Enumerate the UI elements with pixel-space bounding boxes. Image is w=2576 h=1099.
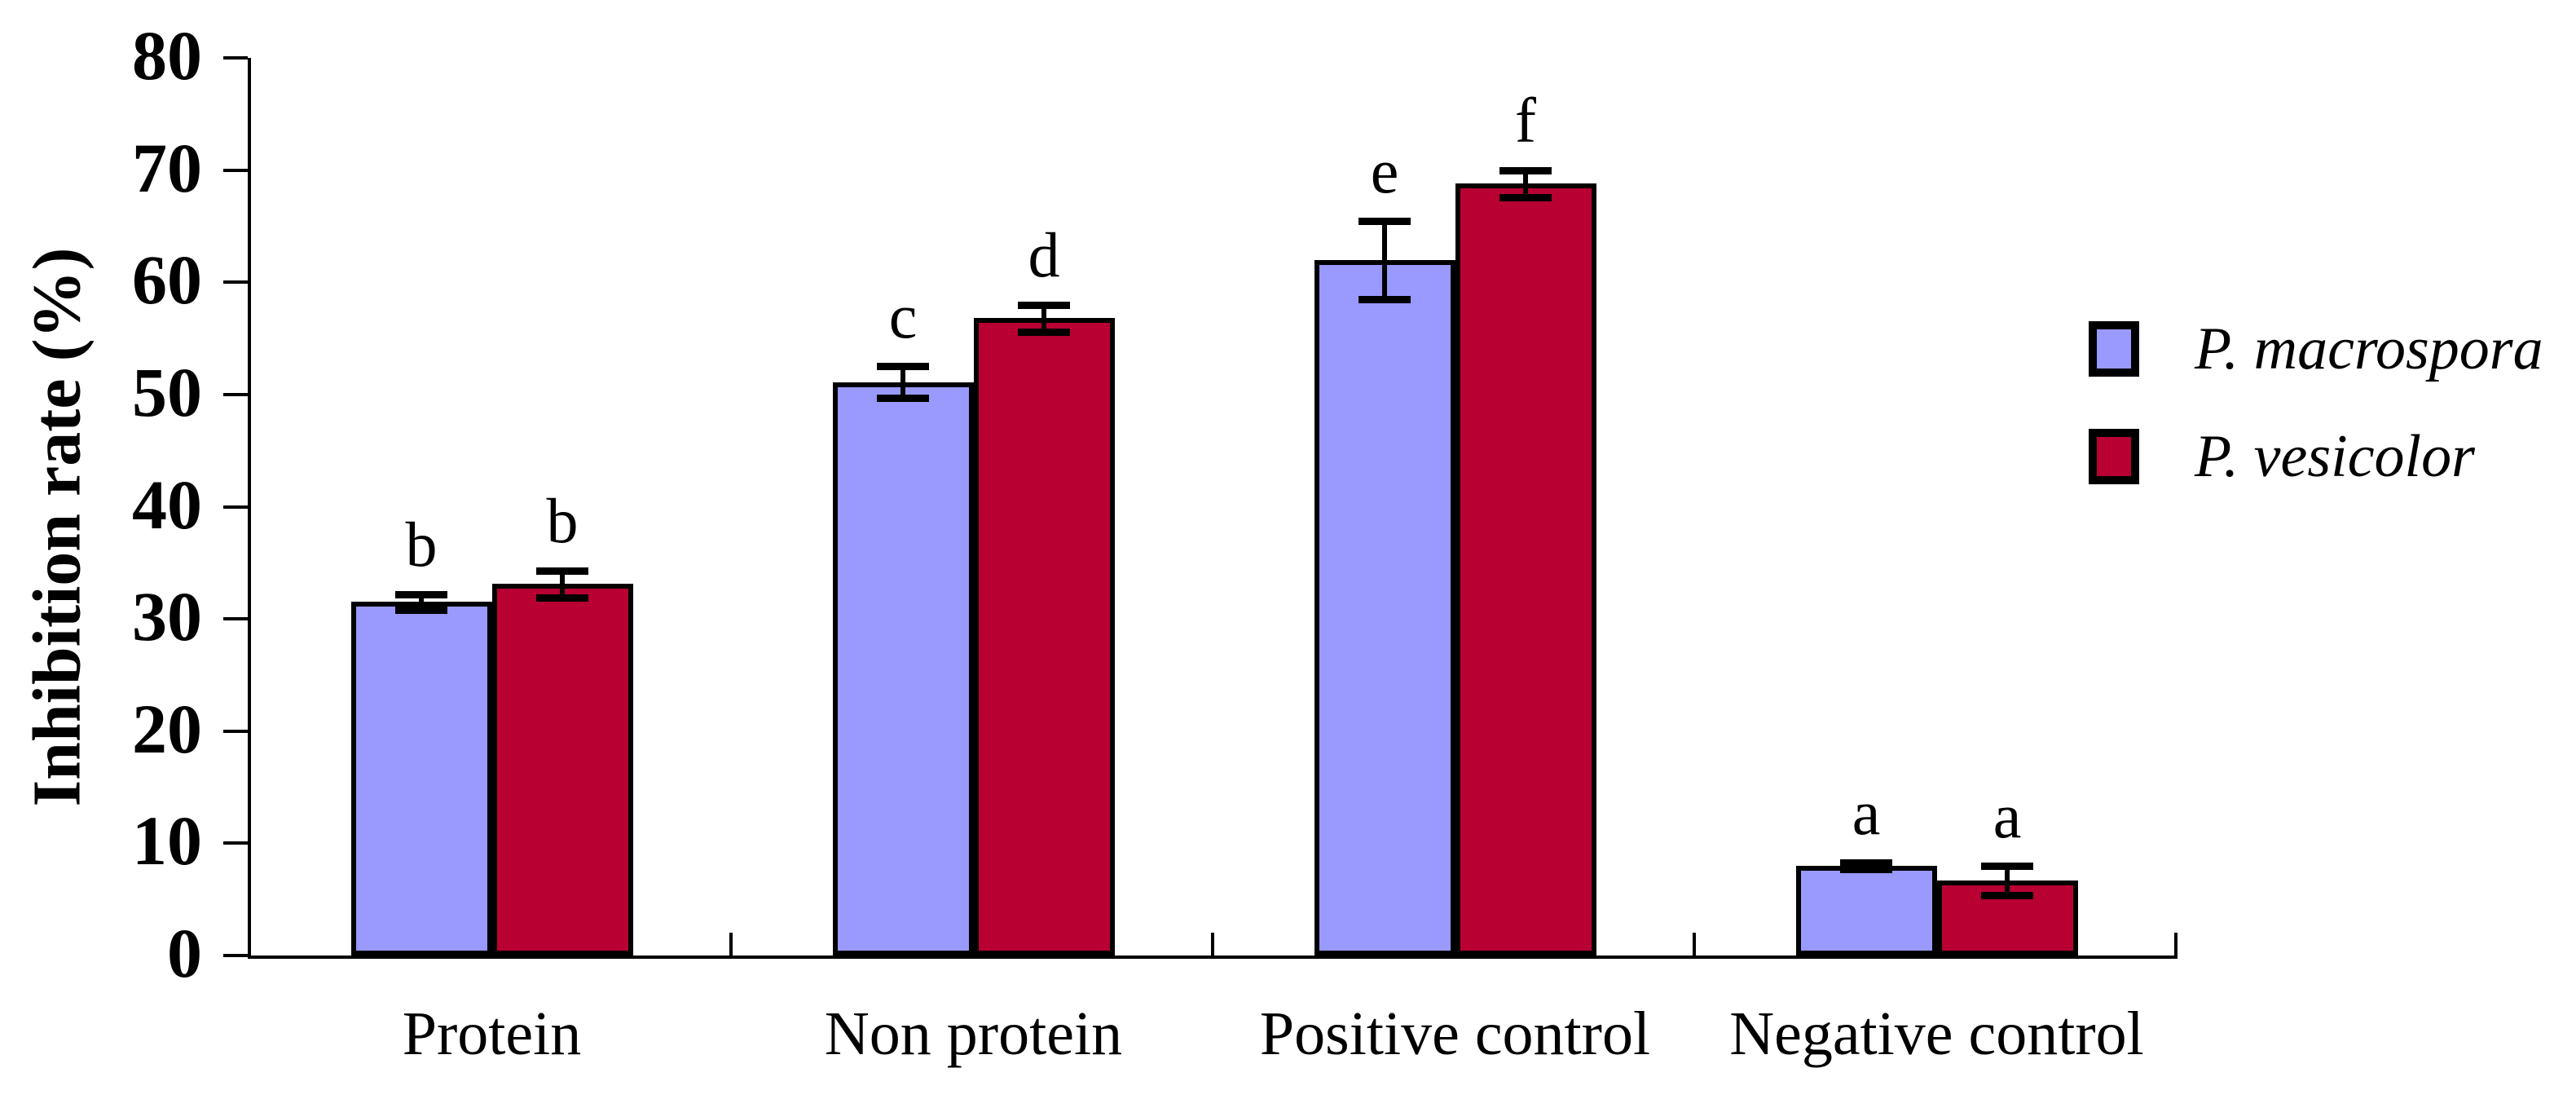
category-label: Positive control: [1259, 1000, 1651, 1068]
significance-letter: d: [1028, 218, 1060, 290]
error-bar-cap-top: [877, 363, 929, 371]
category-label: Protein: [402, 1000, 582, 1068]
y-tick-label: 0: [167, 914, 202, 992]
error-bar-stem: [560, 570, 565, 598]
legend-label-vesicolor: P. vesicolor: [2195, 423, 2475, 490]
error-bar-cap-top: [536, 567, 588, 575]
y-axis-tick: [223, 280, 248, 285]
significance-letter: b: [546, 484, 579, 556]
error-bar-cap-top: [1981, 862, 2033, 870]
bar-macrospora: [1795, 865, 1937, 956]
error-bar-cap-bottom: [536, 594, 588, 602]
significance-letter: e: [1370, 135, 1399, 206]
significance-letter: a: [1993, 779, 2022, 851]
bar-vesicolor: [491, 584, 633, 956]
y-axis-tick: [223, 954, 248, 957]
y-axis-tick: [223, 56, 248, 60]
legend-item-macrospora: P. macrospora: [2089, 300, 2543, 398]
x-axis-tick: [729, 933, 733, 956]
x-axis-line: [248, 956, 2177, 959]
x-axis-tick: [2174, 933, 2177, 956]
y-tick-label: 30: [132, 577, 202, 656]
bar-macrospora: [832, 382, 974, 956]
bar-macrospora: [1314, 259, 1455, 956]
x-axis-tick: [1211, 933, 1214, 956]
x-axis-tick: [1693, 933, 1696, 956]
y-axis-line: [248, 58, 251, 959]
significance-letter: a: [1852, 776, 1881, 848]
y-axis-tick: [223, 392, 248, 396]
y-tick-label: 40: [132, 465, 202, 544]
y-axis-tick: [223, 168, 248, 172]
bar-vesicolor: [1455, 183, 1596, 956]
error-bar-stem: [1523, 170, 1528, 197]
error-bar-cap-bottom: [1840, 866, 1892, 874]
error-bar-stem: [419, 594, 424, 611]
legend-label-macrospora: P. macrospora: [2195, 316, 2543, 382]
error-bar-cap-bottom: [1018, 328, 1070, 336]
error-bar-stem: [1382, 220, 1387, 299]
significance-letter: f: [1515, 84, 1536, 156]
error-bar-cap-bottom: [1499, 193, 1552, 201]
legend-swatch-macrospora: [2089, 321, 2139, 377]
significance-letter: b: [405, 508, 438, 580]
error-bar-cap-bottom: [395, 607, 447, 615]
error-bar-cap-top: [1018, 301, 1070, 309]
error-bar-cap-bottom: [1358, 295, 1411, 303]
y-tick-label: 10: [132, 801, 202, 881]
y-tick-label: 60: [132, 241, 202, 320]
error-bar-stem: [1041, 304, 1046, 332]
legend-item-vesicolor: P. vesicolor: [2089, 408, 2475, 505]
bar-macrospora: [350, 602, 492, 956]
y-tick-label: 50: [132, 352, 202, 431]
legend-swatch-vesicolor: [2089, 429, 2139, 484]
error-bar-cap-top: [1840, 858, 1892, 867]
y-axis-tick: [223, 729, 248, 733]
significance-letter: c: [888, 280, 918, 352]
y-tick-label: 70: [132, 128, 202, 207]
error-bar-cap-top: [1499, 166, 1552, 174]
error-bar-stem: [2005, 865, 2010, 895]
error-bar-cap-top: [395, 590, 447, 598]
error-bar-cap-bottom: [1981, 891, 2033, 899]
error-bar-cap-top: [1358, 217, 1411, 225]
y-axis-tick: [223, 841, 248, 845]
y-axis-tick: [223, 505, 248, 509]
error-bar-cap-bottom: [877, 395, 929, 402]
y-tick-label: 20: [132, 689, 202, 768]
y-axis-tick: [223, 617, 248, 621]
category-label: Negative control: [1729, 1000, 2144, 1068]
y-tick-label: 80: [132, 16, 202, 95]
category-label: Non protein: [824, 1000, 1123, 1068]
bar-vesicolor: [973, 318, 1115, 956]
error-bar-stem: [900, 366, 905, 398]
